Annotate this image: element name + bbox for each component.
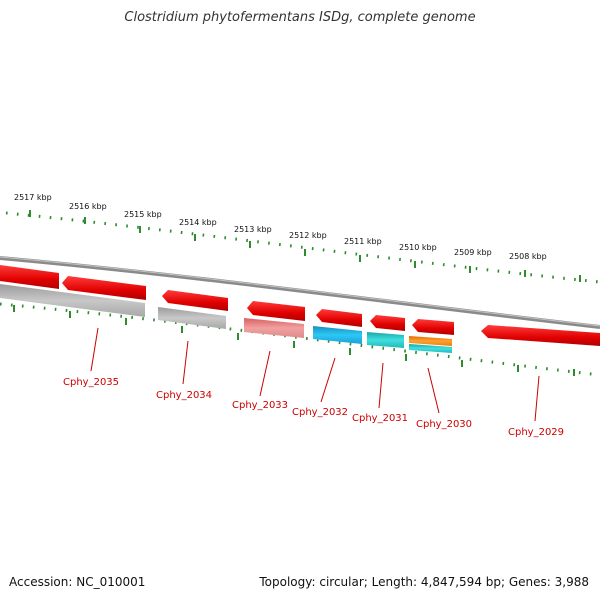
- cds-feature: [62, 276, 146, 300]
- gene-labels: Cphy_2035 Cphy_2034 Cphy_2033 Cphy_2032 …: [63, 377, 564, 438]
- scale-label-2516: 2516 kbp: [69, 202, 107, 211]
- cds-track: [0, 265, 600, 346]
- gene-label-cphy-2031: Cphy_2031: [352, 413, 408, 424]
- gene-label-cphy-2034: Cphy_2034: [156, 390, 212, 401]
- gray-feature: [0, 284, 145, 317]
- genome-backbone-highlight: [0, 256, 600, 327]
- cds-feature: [0, 265, 59, 289]
- inner-scale: [0, 302, 600, 377]
- cds-feature: [481, 325, 600, 346]
- blue-feature: [313, 326, 362, 344]
- scale-label-2510: 2510 kbp: [399, 243, 437, 252]
- cds-feature: [412, 319, 454, 335]
- outer-scale-dots: [5, 211, 600, 284]
- pink-feature: [244, 318, 304, 338]
- map-title: Clostridium phytofermentans ISDg, comple…: [124, 10, 476, 25]
- gene-label-cphy-2030: Cphy_2030: [416, 419, 472, 430]
- scale-label-2511: 2511 kbp: [344, 237, 382, 246]
- scale-label-2514: 2514 kbp: [179, 218, 217, 227]
- scale-label-2512: 2512 kbp: [289, 231, 327, 240]
- accession-text: Accession: NC_010001: [9, 575, 146, 589]
- feature-track: [0, 284, 452, 353]
- cds-feature: [247, 301, 305, 321]
- scale-label-2513: 2513 kbp: [234, 225, 272, 234]
- inner-scale-major-ticks: [13, 305, 575, 376]
- outer-scale-major-ticks: [29, 210, 581, 282]
- cds-feature: [370, 315, 405, 331]
- cds-feature: [316, 309, 362, 327]
- cyan-feature: [409, 344, 452, 353]
- scale-label-2508: 2508 kbp: [509, 252, 547, 261]
- gene-leaders: [90, 327, 540, 422]
- outer-scale: 2517 kbp 2516 kbp 2515 kbp 2514 kbp 2513…: [5, 193, 600, 284]
- gene-label-cphy-2035: Cphy_2035: [63, 377, 119, 388]
- orange-feature: [409, 336, 452, 346]
- cyan-feature: [367, 332, 404, 348]
- cds-feature: [162, 290, 228, 311]
- scale-label-2517: 2517 kbp: [14, 193, 52, 202]
- gray-feature: [158, 307, 226, 329]
- gene-label-cphy-2029: Cphy_2029: [508, 427, 564, 438]
- genome-backbone: [0, 256, 600, 329]
- scale-label-2509: 2509 kbp: [454, 248, 492, 257]
- gene-label-cphy-2032: Cphy_2032: [292, 407, 348, 418]
- gene-label-cphy-2033: Cphy_2033: [232, 400, 288, 411]
- scale-label-2515: 2515 kbp: [124, 210, 162, 219]
- genome-summary-text: Topology: circular; Length: 4,847,594 bp…: [259, 575, 589, 589]
